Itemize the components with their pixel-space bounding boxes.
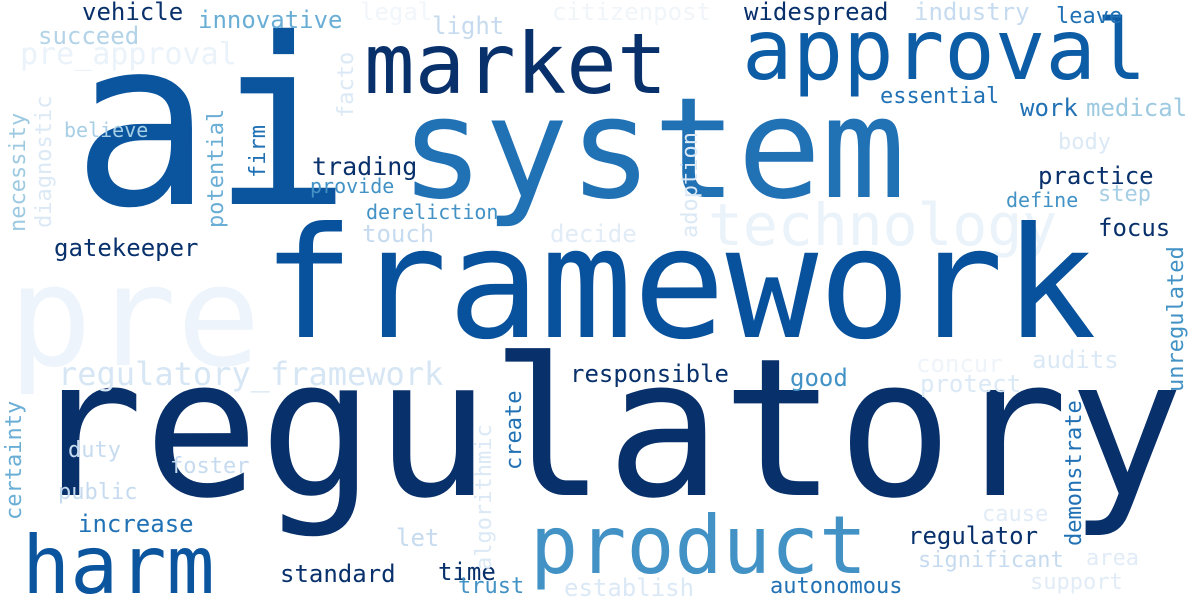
word-medical: medical <box>1086 94 1188 122</box>
word-regulatory-framework: regulatory_framework <box>58 355 444 393</box>
word-trust: trust <box>458 574 525 599</box>
word-adoption: adoption <box>678 132 703 238</box>
word-gatekeeper: gatekeeper <box>54 234 199 262</box>
word-market: market <box>364 15 668 113</box>
word-firm: firm <box>246 125 271 178</box>
word-product: product <box>530 499 868 592</box>
word-technology: technology <box>708 191 1058 259</box>
word-dereliction: dereliction <box>366 200 499 224</box>
word-vehicle: vehicle <box>82 0 184 26</box>
word-light: light <box>432 12 505 40</box>
word-cause: cause <box>982 502 1049 527</box>
word-diagnostic: diagnostic <box>32 95 57 228</box>
word-let: let <box>396 524 440 552</box>
word-public: public <box>58 480 138 505</box>
word-responsible: responsible <box>570 360 729 388</box>
word-provide: provide <box>310 174 395 198</box>
word-regulatory: regulatory <box>28 318 1184 541</box>
word-algorithmic: algorithmic <box>472 424 497 570</box>
word-audits: audits <box>1032 346 1119 374</box>
word-establish: establish <box>564 574 695 600</box>
word-facto: facto <box>334 51 359 118</box>
word-work: work <box>1020 94 1078 122</box>
word-industry: industry <box>914 0 1030 26</box>
word-believe: believe <box>64 118 149 142</box>
word-citizenpost: citizenpost <box>552 0 711 26</box>
word-practice: practice <box>1038 162 1154 190</box>
word-decide: decide <box>550 220 637 248</box>
word-leave: leave <box>1056 4 1123 29</box>
word-support: support <box>1030 570 1123 595</box>
word-harm: harm <box>22 519 215 600</box>
word-increase: increase <box>78 510 194 538</box>
word-create: create <box>502 390 527 470</box>
word-unregulated: unregulated <box>1164 246 1189 392</box>
word-pre: pre <box>8 236 261 399</box>
word-trading: trading <box>312 152 418 181</box>
word-regulator: regulator <box>908 522 1039 550</box>
word-pre-approval: pre_approval <box>20 37 237 72</box>
word-area: area <box>1086 546 1139 571</box>
word-foster: foster <box>170 454 250 479</box>
word-focus: focus <box>1098 214 1171 242</box>
word-widespread: widespread <box>744 0 889 26</box>
word-framework: framework <box>262 195 1097 374</box>
word-ai: ai <box>72 0 352 259</box>
word-body: body <box>1058 130 1111 155</box>
word-concur: concur <box>916 350 1003 378</box>
word-succeed: succeed <box>38 22 140 50</box>
word-potential: potential <box>204 108 229 228</box>
word-necessity: necessity <box>6 112 31 232</box>
word-step: step <box>1098 182 1151 207</box>
word-legal: legal <box>360 0 433 26</box>
word-significant: significant <box>918 548 1064 573</box>
word-system: system <box>400 68 906 231</box>
word-essential: essential <box>880 84 1000 109</box>
word-touch: touch <box>362 220 435 248</box>
word-good: good <box>790 364 848 392</box>
word-demonstrate: demonstrate <box>1062 400 1087 546</box>
word-protect: protect <box>920 370 1022 398</box>
word-innovative: innovative <box>198 6 343 34</box>
word-duty: duty <box>68 438 121 463</box>
word-define: define <box>1006 188 1079 212</box>
word-autonomous: autonomous <box>770 574 903 599</box>
word-standard: standard <box>280 560 396 588</box>
word-time: time <box>438 558 496 586</box>
word-approval: approval <box>742 1 1147 99</box>
word-certainty: certainty <box>2 400 27 520</box>
